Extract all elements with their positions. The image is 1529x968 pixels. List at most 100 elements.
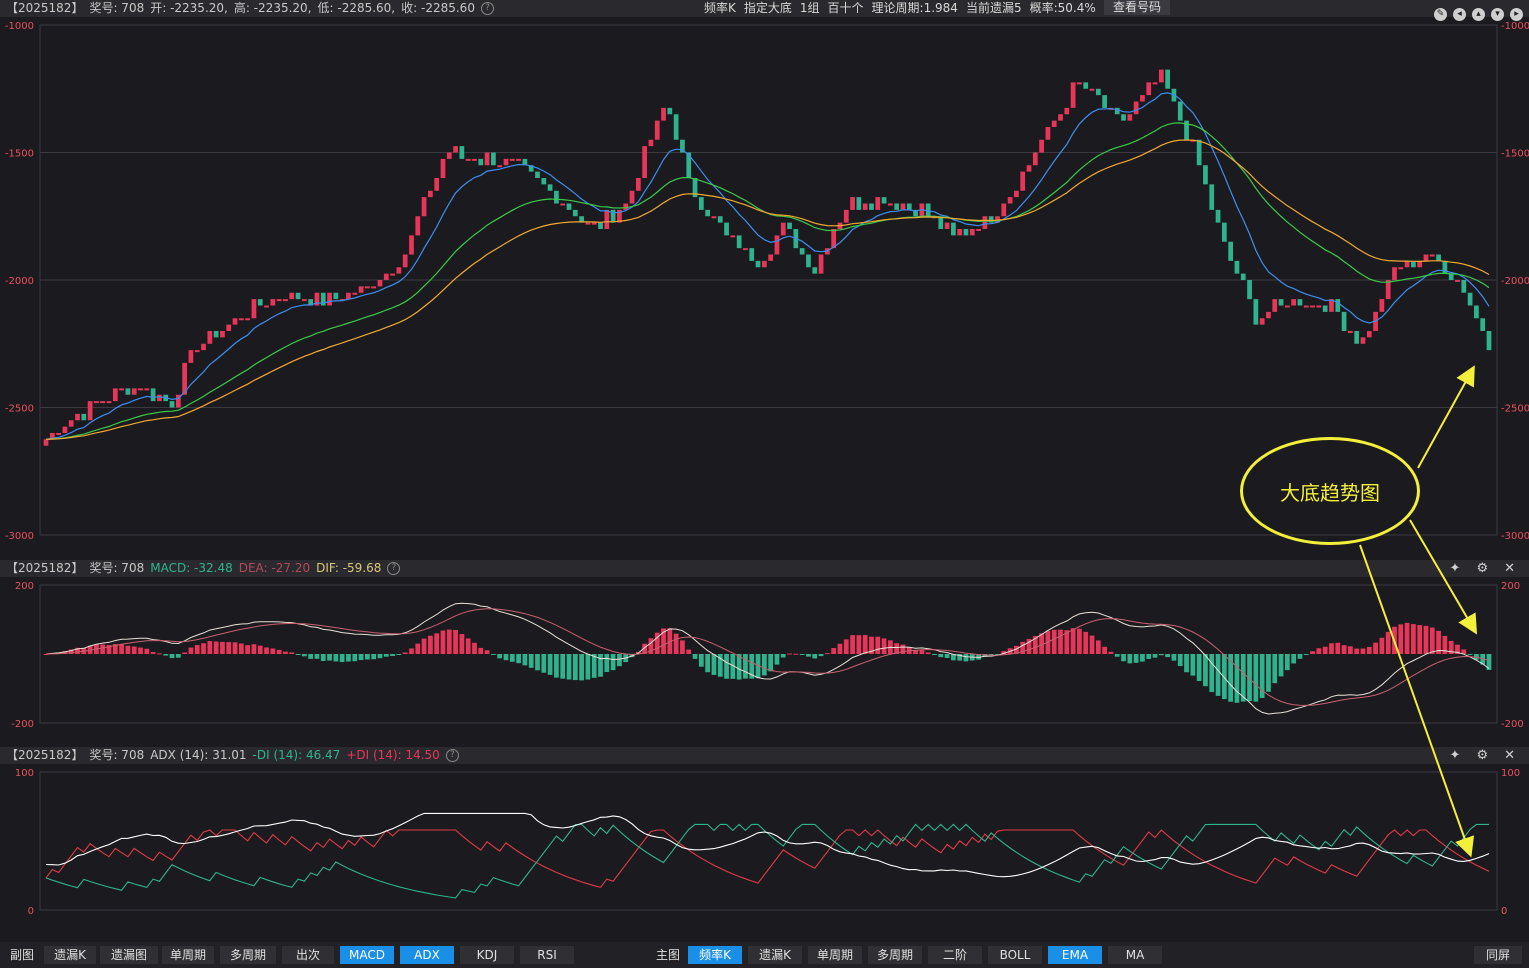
candle bbox=[535, 171, 540, 178]
pen-icon[interactable]: ✎ bbox=[1434, 8, 1447, 21]
macd-help-icon[interactable]: ? bbox=[387, 562, 401, 575]
macd-bar bbox=[1322, 646, 1328, 654]
macd-bar bbox=[761, 654, 767, 676]
macd-chart[interactable]: 200 200 -200 -200 bbox=[0, 577, 1529, 743]
adx-pin-icon[interactable]: ✦ bbox=[1449, 748, 1461, 763]
candle bbox=[1077, 82, 1082, 85]
adx-help-icon[interactable]: ? bbox=[445, 749, 459, 762]
close-icon[interactable]: ✕ bbox=[1504, 561, 1515, 576]
sub-tab-3[interactable]: 多周期 bbox=[220, 946, 276, 964]
candle bbox=[402, 254, 408, 268]
macd-bar bbox=[226, 642, 232, 654]
macd-bar bbox=[591, 654, 597, 678]
macd-bar bbox=[1171, 654, 1177, 661]
macd-bar bbox=[1070, 628, 1076, 654]
adx-code: 【2025182】 bbox=[6, 748, 84, 762]
main-tab-3[interactable]: 多周期 bbox=[868, 946, 922, 964]
adx-chart[interactable]: 100 100 0 0 bbox=[0, 764, 1529, 939]
sub-tab-1[interactable]: 遗漏图 bbox=[100, 946, 158, 964]
adx-settings-icon[interactable]: ⚙ bbox=[1476, 748, 1489, 763]
sub-tab-0[interactable]: 遗漏K bbox=[44, 946, 96, 964]
center-b: 指定大底 bbox=[743, 1, 792, 15]
candle bbox=[749, 248, 755, 261]
macd-bar bbox=[654, 632, 660, 654]
minus-di-line bbox=[45, 823, 1489, 899]
main-tab-2[interactable]: 单周期 bbox=[808, 946, 862, 964]
sub-tab-8[interactable]: RSI bbox=[520, 946, 574, 964]
main-tab-5[interactable]: BOLL bbox=[988, 946, 1042, 964]
macd-bar bbox=[213, 641, 219, 654]
candle bbox=[1411, 260, 1416, 268]
ema-short-line bbox=[45, 92, 1490, 440]
macd-bar bbox=[667, 628, 673, 654]
candle bbox=[629, 190, 635, 204]
candle bbox=[1297, 299, 1303, 306]
pin-icon[interactable]: ✦ bbox=[1449, 561, 1461, 576]
lookup-button[interactable]: 查看号码 bbox=[1104, 0, 1170, 15]
back-icon[interactable]: ◂ bbox=[1453, 8, 1466, 21]
candle bbox=[491, 152, 496, 166]
next-icon[interactable]: ▸ bbox=[1510, 8, 1523, 21]
sub-tab-5[interactable]: MACD bbox=[340, 946, 394, 964]
macd-bar bbox=[900, 644, 906, 654]
candle bbox=[969, 229, 975, 236]
candle bbox=[673, 114, 679, 140]
candle bbox=[1423, 254, 1429, 261]
candle bbox=[1284, 305, 1290, 308]
macd-bar bbox=[402, 652, 408, 654]
sub-tab-6[interactable]: ADX bbox=[400, 946, 454, 964]
candle bbox=[711, 216, 717, 219]
settings-icon[interactable]: ⚙ bbox=[1476, 561, 1489, 576]
macd-code: 【2025182】 bbox=[6, 561, 84, 575]
prize-label: 奖号: 708 bbox=[89, 1, 145, 15]
candle bbox=[1203, 165, 1208, 185]
candle bbox=[358, 286, 364, 293]
macd-bar bbox=[944, 654, 950, 658]
macd-bar bbox=[1039, 633, 1044, 654]
main-tab-1[interactable]: 遗漏K bbox=[748, 946, 802, 964]
macd-bar bbox=[1146, 654, 1152, 660]
candle bbox=[415, 216, 421, 236]
macd-bar bbox=[421, 638, 427, 654]
up-icon[interactable]: ▴ bbox=[1472, 8, 1485, 21]
sub-tab-4[interactable]: 出次 bbox=[282, 946, 334, 964]
candle bbox=[1158, 69, 1164, 83]
candle bbox=[806, 254, 811, 268]
help-icon[interactable]: ? bbox=[480, 2, 494, 15]
fullscreen-button[interactable]: 同屏 bbox=[1474, 946, 1522, 964]
candle bbox=[743, 248, 748, 251]
candle bbox=[1234, 260, 1240, 274]
macd-bar bbox=[869, 636, 874, 654]
down-icon[interactable]: ▾ bbox=[1491, 8, 1504, 21]
candle bbox=[1014, 190, 1019, 198]
candle bbox=[1146, 82, 1152, 96]
adx-close-icon[interactable]: ✕ bbox=[1504, 748, 1515, 763]
macd-bar bbox=[894, 643, 900, 654]
macd-bar bbox=[390, 654, 395, 656]
candle bbox=[686, 152, 692, 178]
candle bbox=[680, 139, 685, 153]
main-tab-0[interactable]: 频率K bbox=[688, 946, 742, 964]
candle bbox=[1051, 120, 1057, 127]
main-chart[interactable]: -1000 -1000 -1500 -1500 -2000 -2000 -2500 -2500… bbox=[0, 17, 1529, 555]
callout-text: 大底趋势图 bbox=[1280, 481, 1380, 505]
macd-bar bbox=[1133, 654, 1139, 663]
sub-tab-2[interactable]: 单周期 bbox=[162, 946, 214, 964]
macd-bar bbox=[320, 654, 326, 662]
macd-bar bbox=[1272, 654, 1278, 684]
candle bbox=[1398, 267, 1404, 270]
macd-bar bbox=[484, 650, 490, 654]
macd-bar bbox=[1184, 654, 1189, 673]
main-tab-6[interactable]: EMA bbox=[1048, 946, 1102, 964]
candle bbox=[333, 292, 339, 300]
candle bbox=[1058, 114, 1063, 121]
sub-tab-7[interactable]: KDJ bbox=[460, 946, 514, 964]
macd-bar bbox=[1297, 654, 1303, 659]
candle bbox=[774, 235, 780, 255]
main-tab-7[interactable]: MA bbox=[1108, 946, 1162, 964]
macd-bar bbox=[339, 654, 345, 663]
macd-bar bbox=[314, 654, 320, 659]
main-tab-4[interactable]: 二阶 bbox=[928, 946, 982, 964]
ema-long-line bbox=[45, 139, 1490, 440]
main-chart-label: 主图 bbox=[656, 948, 681, 962]
